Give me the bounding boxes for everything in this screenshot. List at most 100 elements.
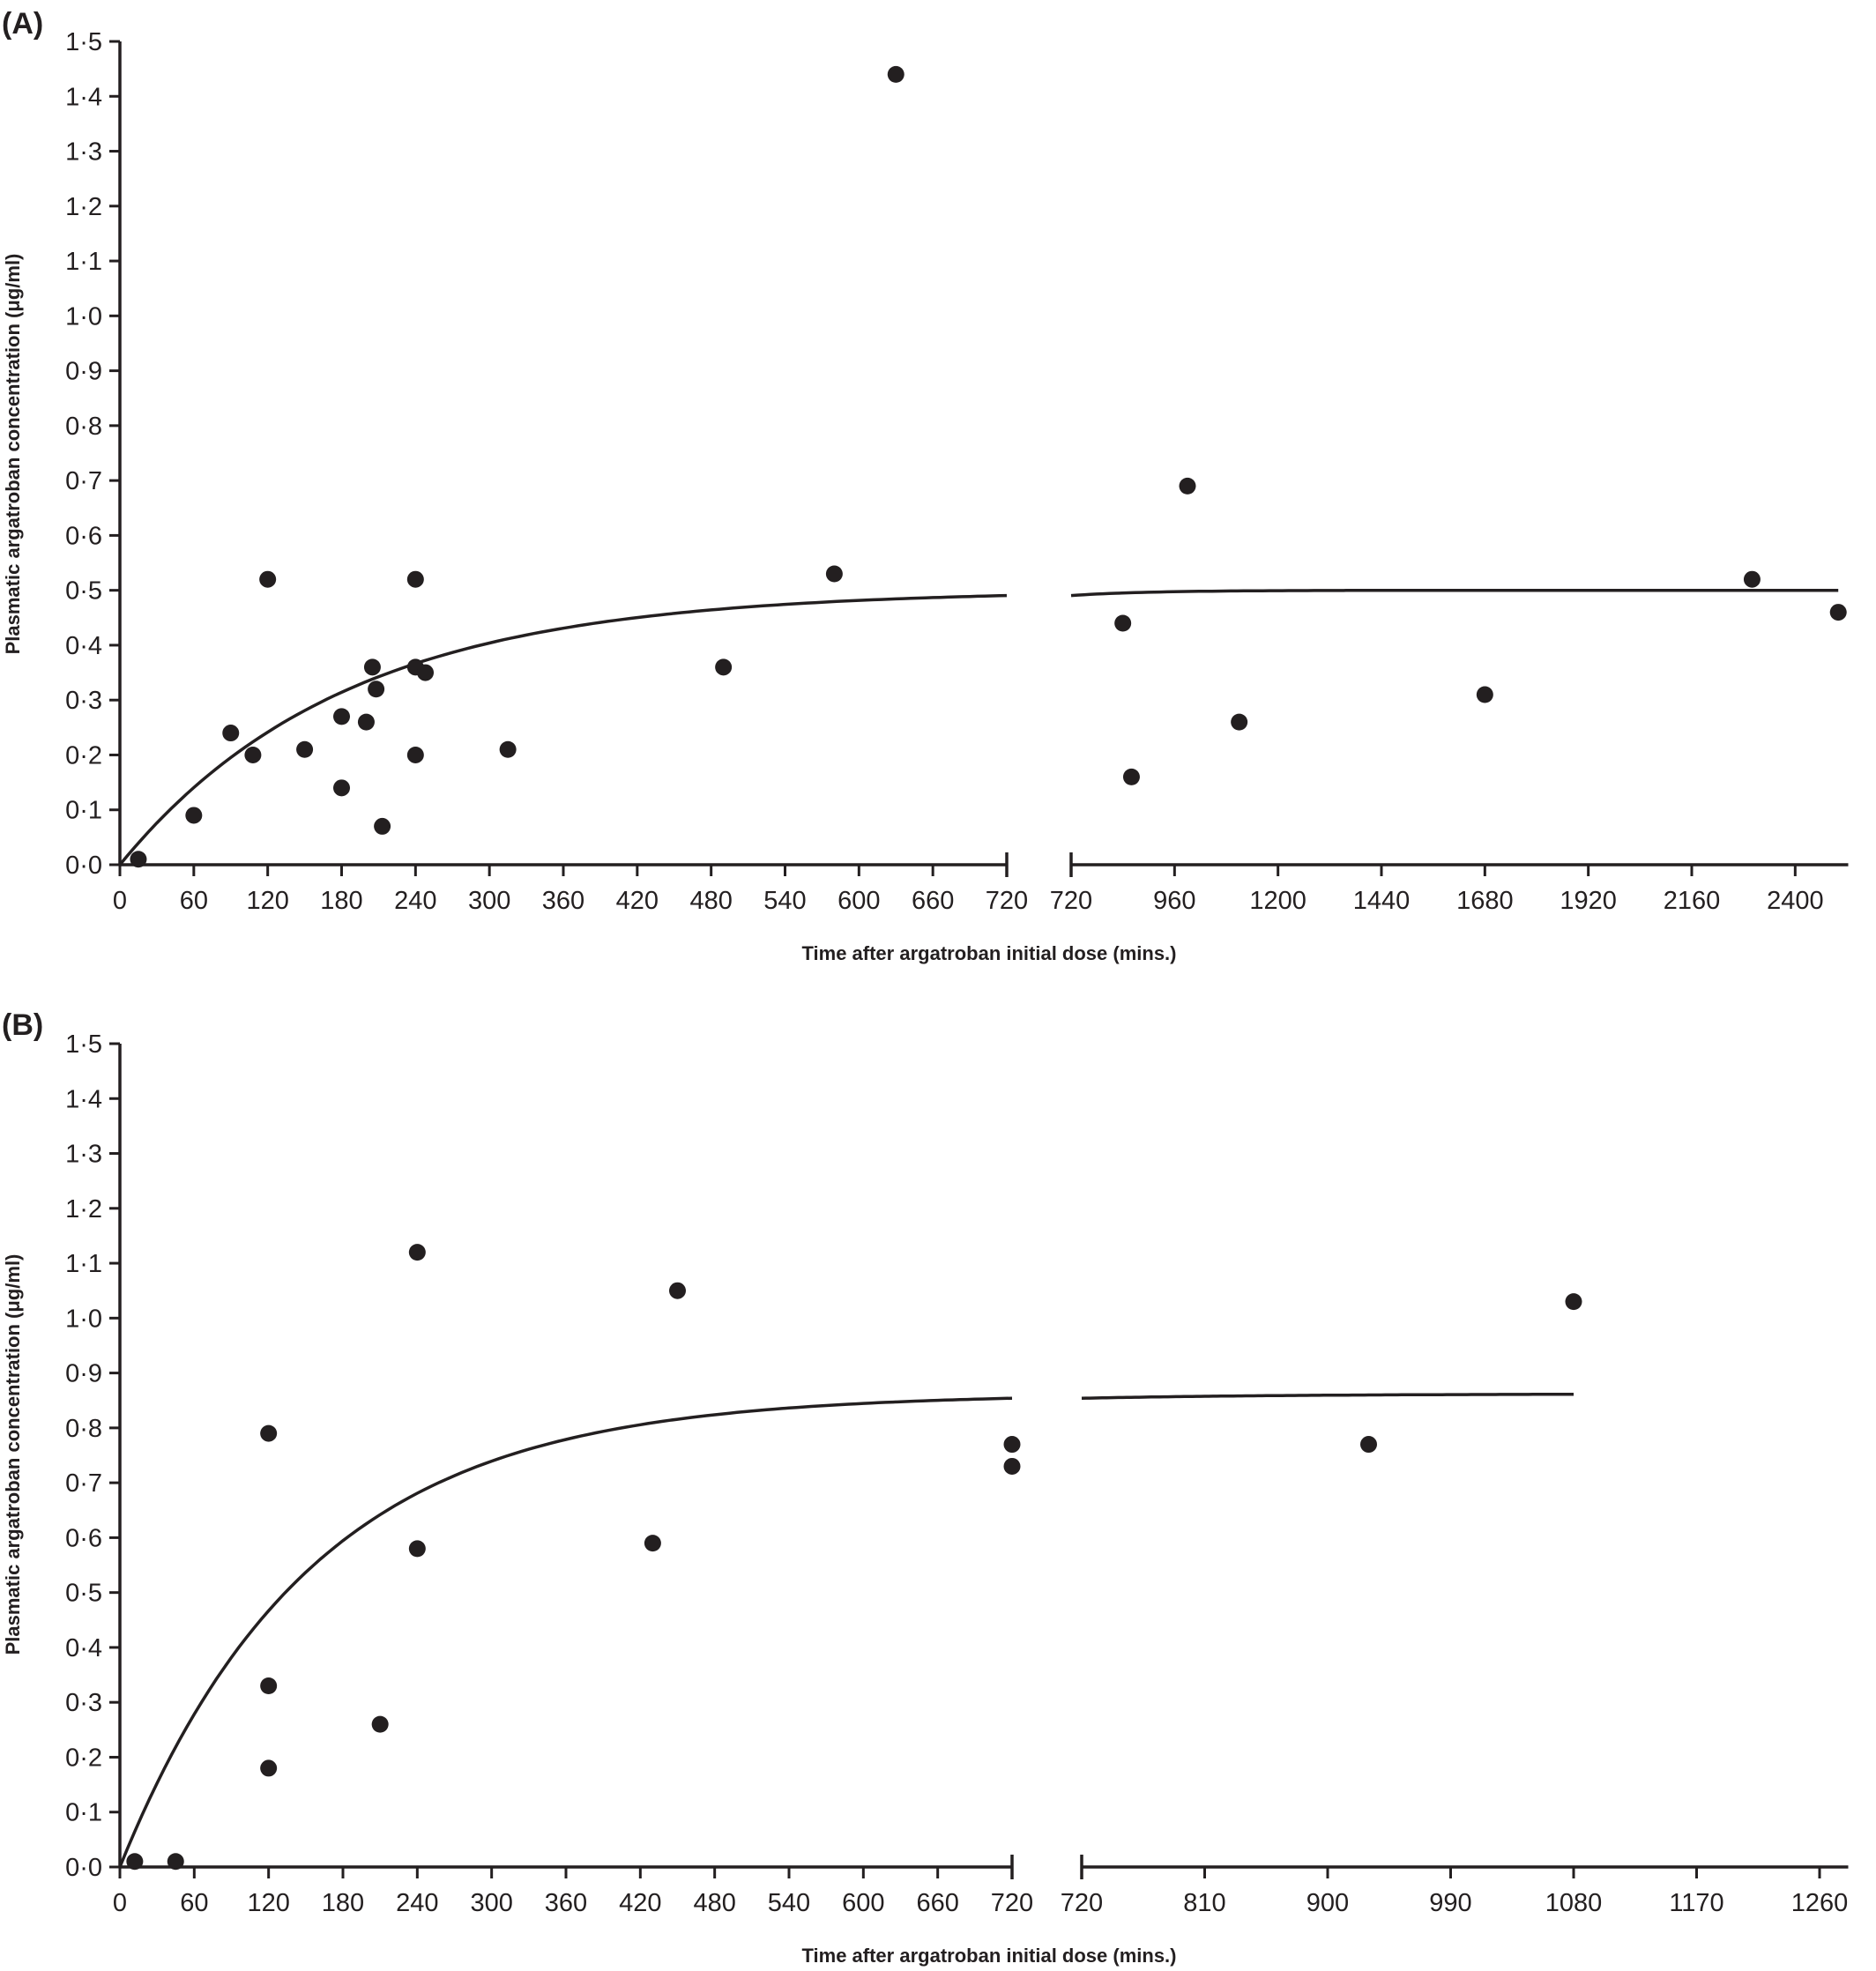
panel-a-fit-curve — [118, 588, 1839, 866]
panel-a-fit-curve-segment-1 — [1070, 588, 1839, 598]
panel-a-data-point-8 — [357, 713, 375, 731]
panel-a-x-tick-label-1-6: 2160 — [1664, 887, 1721, 915]
panel-a-x-tick-label-1-1: 960 — [1153, 887, 1195, 915]
panel-b-y-tick-label-6: 0·6 — [65, 1524, 102, 1552]
panel-a-data-point-22 — [1179, 477, 1196, 495]
panel-a-y-tick-label-1: 0·1 — [65, 797, 102, 825]
panel-a-data-point-9 — [363, 658, 381, 676]
panel-a-y-tick-label-8: 0·8 — [65, 413, 102, 441]
panel-a-x-tick-label-0-12: 720 — [986, 887, 1028, 915]
panel-b-x-axis-title: Time after argatroban initial dose (mins… — [801, 1945, 1176, 1967]
panel-a-data-point-20 — [1114, 614, 1132, 632]
panel-b-points — [126, 1244, 1582, 1871]
panel-b-y-tick-label-8: 0·8 — [65, 1415, 102, 1443]
panel-a-x-tick-label-1-4: 1680 — [1456, 887, 1514, 915]
panel-b-x-tick-label-0-9: 540 — [768, 1889, 810, 1917]
panel-b-x-tick-label-0-11: 660 — [916, 1889, 958, 1917]
panel-a-y-tick-label-6: 0·6 — [65, 522, 102, 550]
panel-b-data-point-11 — [1003, 1457, 1021, 1475]
panel-a-data-point-21 — [1122, 768, 1140, 785]
panel-a-data-point-5 — [296, 740, 314, 758]
panel-a-fit-curve-segment-0 — [118, 593, 1008, 866]
panel-b-data-point-3 — [260, 1677, 278, 1695]
panel-a-x-tick-label-0-3: 180 — [320, 887, 362, 915]
panel-a-data-point-24 — [1476, 686, 1493, 703]
panel-b-y-tick-label-14: 1·4 — [65, 1085, 102, 1113]
panel-a-data-point-4 — [259, 570, 277, 588]
panel-a-x-tick-label-0-4: 240 — [394, 887, 436, 915]
panel-a-data-point-14 — [406, 746, 424, 763]
panel-a-y-tick-label-10: 1·0 — [65, 302, 102, 331]
panel-a-y-tick-label-7: 0·7 — [65, 467, 102, 495]
panel-b-y-tick-label-9: 0·9 — [65, 1360, 102, 1388]
panel-a-y-tick-label-4: 0·4 — [65, 632, 102, 660]
panel-b-y-tick-label-4: 0·4 — [65, 1634, 102, 1662]
panel-b-x-tick-label-0-12: 720 — [991, 1889, 1033, 1917]
panel-a-data-point-23 — [1231, 713, 1248, 731]
panel-a-y-tick-label-14: 1·4 — [65, 83, 102, 111]
panel-b-x-tick-label-1-3: 990 — [1429, 1889, 1471, 1917]
panel-a-data-point-2 — [222, 725, 240, 742]
panel-b-y-tick-label-3: 0·3 — [65, 1689, 102, 1717]
panel-b-data-point-6 — [408, 1244, 426, 1261]
panel-b-x-tick-label-0-8: 480 — [693, 1889, 735, 1917]
panel-a-y-tick-label-15: 1·5 — [65, 28, 102, 56]
panel-b-data-point-10 — [1003, 1436, 1021, 1454]
panel-b-fit-curve-segment-1 — [1081, 1392, 1574, 1400]
panel-a-x-tick-label-0-5: 300 — [468, 887, 510, 915]
panel-b-x-tick-label-0-2: 120 — [247, 1889, 289, 1917]
panel-a-x-tick-label-1-3: 1440 — [1353, 887, 1411, 915]
panel-b: (B) Plasmatic argatroban concentration (… — [2, 1008, 1849, 1967]
panel-a-y-tick-label-3: 0·3 — [65, 687, 102, 715]
panel-a-y-tick-label-0: 0·0 — [65, 852, 102, 880]
panel-a-x-tick-label-0-7: 420 — [616, 887, 659, 915]
panel-a-x-tick-label-1-2: 1200 — [1249, 887, 1306, 915]
panel-a-x-tick-label-1-0: 720 — [1050, 887, 1092, 915]
panel-a-y-tick-label-13: 1·3 — [65, 138, 102, 167]
panel-b-x-tick-label-0-3: 180 — [322, 1889, 364, 1917]
panel-a-y-tick-label-12: 1·2 — [65, 193, 102, 221]
panel-b-data-point-13 — [1565, 1293, 1582, 1311]
panel-b-x-tick-label-0-10: 600 — [842, 1889, 884, 1917]
panel-b-x-tick-label-0-6: 360 — [545, 1889, 587, 1917]
panel-a-data-point-26 — [1829, 604, 1847, 621]
panel-b-fit-curve-segment-0 — [118, 1396, 1013, 1868]
panel-b-y-tick-label-7: 0·7 — [65, 1469, 102, 1498]
panel-b-data-point-7 — [408, 1540, 426, 1558]
panel-a-label: (A) — [2, 7, 43, 41]
panel-a-x-tick-label-0-2: 120 — [246, 887, 288, 915]
panel-b-x-tick-label-1-2: 900 — [1306, 1889, 1349, 1917]
panel-b-x-tick-label-0-7: 420 — [619, 1889, 661, 1917]
panel-a-data-point-0 — [130, 851, 147, 868]
panel-a: (A) Plasmatic argatroban concentration (… — [2, 7, 1849, 964]
panel-b-data-point-5 — [371, 1715, 389, 1733]
panel-b-y-axis-title: Plasmatic argatroban concentration (μg/m… — [2, 1254, 24, 1655]
panel-b-y-tick-label-10: 1·0 — [65, 1305, 102, 1333]
panel-a-y-tick-label-2: 0·2 — [65, 741, 102, 770]
panel-b-data-point-0 — [126, 1853, 144, 1871]
panel-a-data-point-3 — [244, 746, 262, 763]
panel-a-x-tick-label-0-11: 660 — [912, 887, 954, 915]
panel-a-y-tick-label-5: 0·5 — [65, 577, 102, 606]
panel-a-data-point-11 — [374, 817, 391, 835]
panel-a-data-point-16 — [499, 740, 517, 758]
panel-b-data-point-8 — [644, 1535, 661, 1552]
panel-b-y-tick-label-12: 1·2 — [65, 1195, 102, 1224]
panel-b-x-tick-label-1-6: 1260 — [1791, 1889, 1849, 1917]
panel-a-x-tick-label-0-8: 480 — [689, 887, 732, 915]
panel-a-data-point-12 — [406, 570, 424, 588]
panel-b-y-tick-label-2: 0·2 — [65, 1744, 102, 1772]
panel-b-y-tick-label-5: 0·5 — [65, 1580, 102, 1608]
panel-b-x-tick-label-0-1: 60 — [180, 1889, 208, 1917]
panel-a-x-tick-label-1-7: 2400 — [1767, 887, 1824, 915]
panel-a-data-point-15 — [417, 664, 435, 681]
panel-a-data-point-25 — [1743, 570, 1761, 588]
panel-b-x-tick-label-1-1: 810 — [1183, 1889, 1225, 1917]
panel-b-y-tick-label-0: 0·0 — [65, 1854, 102, 1882]
panel-a-x-tick-label-0-10: 600 — [838, 887, 880, 915]
panel-b-axes: 0·0 0·1 0·2 0·3 0·4 0·5 0·6 0·7 0·8 0·9 1·0 1·1 1·2 1… — [65, 1030, 1849, 1917]
panel-b-data-point-1 — [167, 1853, 184, 1871]
panel-a-x-tick-label-0-0: 0 — [113, 887, 127, 915]
panel-b-x-tick-label-1-0: 720 — [1061, 1889, 1103, 1917]
